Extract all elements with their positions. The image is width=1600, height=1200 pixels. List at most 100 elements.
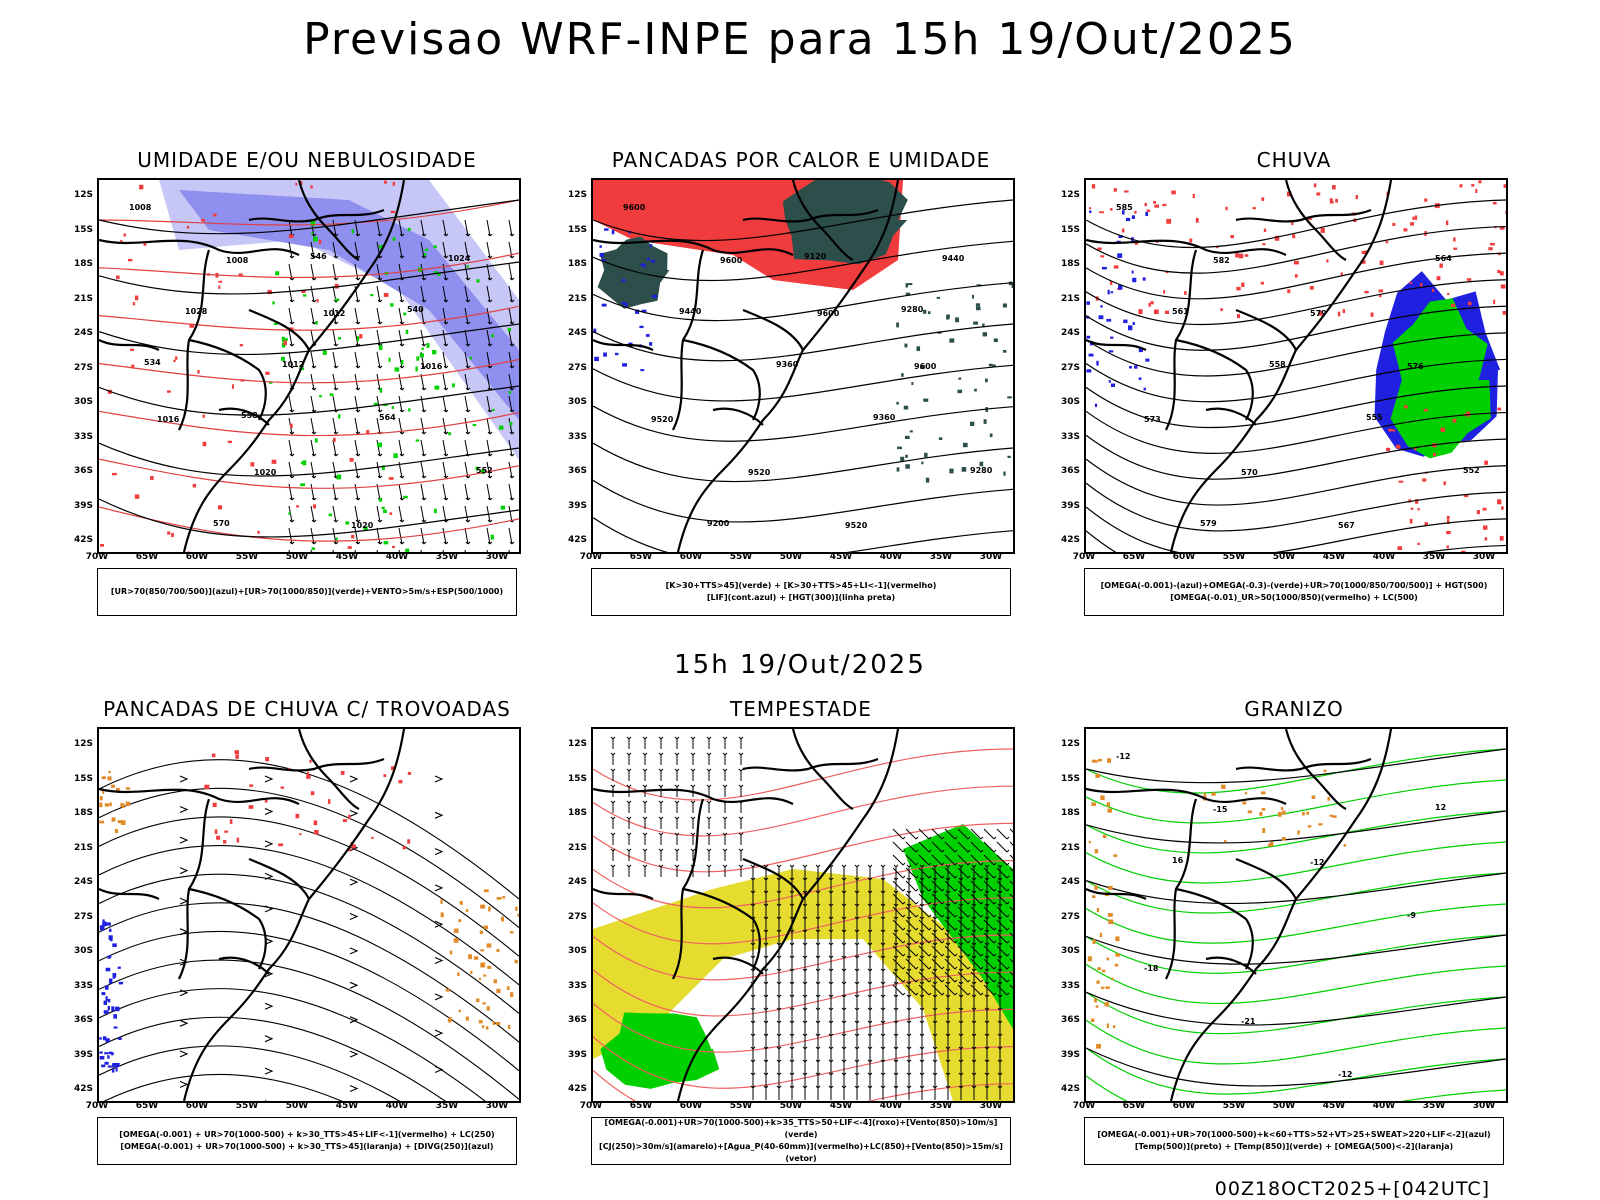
longitude-tick: 50W (779, 552, 803, 562)
legend-line: [LIF](cont.azul) + [HGT(300)](linha pret… (706, 593, 896, 602)
contour-label: 582 (1213, 256, 1230, 265)
latitude-tick: 24S (567, 328, 587, 338)
hgt300-contours (593, 199, 1013, 552)
latitude-tick: 18S (1060, 259, 1080, 269)
latitude-tick: 36S (567, 1015, 587, 1025)
latitude-tick: 12S (567, 739, 587, 749)
latitude-tick: 42S (1060, 535, 1080, 545)
contour-label: 555 (1366, 413, 1383, 422)
latitude-tick: 21S (73, 293, 93, 304)
divergence-marks (99, 919, 124, 1073)
latitude-tick: 42S (73, 1084, 93, 1094)
latitude-tick: 18S (567, 808, 587, 818)
wind850-vectors (892, 828, 1013, 996)
longitude-tick: 30W (979, 1101, 1003, 1111)
green-area (782, 180, 908, 265)
longitude-tick: 40W (879, 1101, 903, 1111)
longitude-tick: 40W (1372, 1101, 1396, 1111)
contour-label: 552 (1463, 466, 1480, 475)
latitude-tick: 39S (73, 1049, 93, 1060)
longitude-tick: 30W (1472, 1101, 1496, 1111)
longitude-tick: 35W (435, 1101, 459, 1111)
contour-label: 9440 (679, 307, 702, 316)
contour-label: 558 (1269, 360, 1286, 369)
latitude-tick: 12S (1060, 739, 1080, 749)
contour-label: 9520 (748, 468, 771, 477)
latitude-tick: 33S (73, 431, 93, 442)
latitude-tick: 36S (73, 466, 93, 476)
green-area (597, 236, 670, 309)
contour-label: 1020 (351, 521, 374, 530)
latitude-tick: 39S (567, 1049, 587, 1060)
hgt500-contours (1086, 199, 1506, 552)
legend-line: [OMEGA(-0.001)+UR>70(1000-500)+k>35_TTS>… (604, 1118, 998, 1139)
omega500-orange-marks (1087, 758, 1120, 1049)
contour-label: -21 (1241, 1017, 1256, 1026)
longitude-tick: 50W (1272, 1101, 1296, 1111)
contour-label: 12 (1435, 803, 1446, 812)
latitude-tick: 36S (1060, 1015, 1080, 1025)
contour-label: 534 (144, 358, 161, 367)
footer-run-stamp: 00Z18OCT2025+[042UTC] (1214, 1178, 1490, 1200)
contour-label: 579 (1200, 519, 1217, 528)
panel-legend: [K>30+TTS>45](verde) + [K>30+TTS>45+LI<-… (591, 568, 1011, 616)
latitude-tick: 33S (567, 980, 587, 991)
latitude-tick: 15S (1060, 773, 1080, 784)
latitude-tick: 39S (567, 500, 587, 511)
country-borders (1086, 729, 1393, 1101)
longitude-tick: 35W (929, 552, 953, 562)
latitude-tick: 33S (1060, 980, 1080, 991)
contour-label: 9280 (901, 305, 924, 314)
latitude-tick: 27S (73, 911, 93, 922)
latitude-tick: 18S (73, 259, 93, 269)
latitude-tick: 30S (73, 397, 93, 407)
contour-label: 573 (1144, 415, 1161, 424)
map-panel: 585 582 579 576 573 570 567 564 561 558 555 552 579 (1084, 178, 1508, 554)
contour-label: 540 (407, 305, 424, 314)
map-panel: -12 -15 -12 -9 -18 -21 -12 12 16 (1084, 727, 1508, 1103)
latitude-tick: 15S (1060, 224, 1080, 235)
contour-label: -12 (1116, 752, 1130, 761)
omega-green-area (1390, 298, 1491, 459)
contour-labels: 1008 1008 1012 1016 1016 1020 1020 1024 1028 1012… (129, 203, 493, 530)
latitude-tick: 21S (73, 842, 93, 853)
latitude-tick: 33S (1060, 431, 1080, 442)
map-canvas: 1008 1008 1012 1016 1016 1020 1020 1024 1028 1012… (99, 180, 519, 552)
longitude-tick: 55W (729, 552, 753, 562)
longitude-tick: 60W (185, 552, 209, 562)
latitude-tick: 24S (567, 877, 587, 887)
legend-line: [OMEGA(-0.001) + UR>70(1000-500) + k>30_… (120, 1142, 494, 1151)
longitude-tick: 35W (435, 552, 459, 562)
low-level-humidity (269, 220, 513, 552)
contour-label: 1008 (129, 203, 152, 212)
longitude-tick: 65W (1122, 552, 1146, 562)
contour-label: 9520 (651, 415, 674, 424)
longitude-tick: 65W (135, 1101, 159, 1111)
map-canvas: 585 582 579 576 573 570 567 564 561 558 555 552 579 (1086, 180, 1506, 552)
longitude-tick: 55W (235, 552, 259, 562)
contour-label: 585 (1116, 203, 1133, 212)
panel-title: PANCADAS DE CHUVA C/ TROVOADAS (103, 697, 511, 721)
longitude-tick: 45W (829, 1101, 853, 1111)
panel-legend: [OMEGA(-0.001)+UR>70(1000-500)+k<60+TTS>… (1084, 1117, 1504, 1165)
longitude-tick: 30W (485, 552, 509, 562)
longitude-tick: 35W (1422, 552, 1446, 562)
latitude-tick: 15S (73, 773, 93, 784)
contour-labels: 585 582 579 576 573 570 567 564 561 558 555 552 579 (1116, 203, 1480, 530)
middle-time-label: 15h 19/Out/2025 (674, 650, 926, 680)
contour-label: 1016 (420, 362, 443, 371)
legend-line: [Temp(500)](preto) + [Temp(850)](verde) … (1134, 1142, 1454, 1151)
contour-label: 1016 (157, 415, 180, 424)
legend-line: [OMEGA(-0.01)_UR>50(1000/850)(vermelho) … (1170, 593, 1418, 602)
contour-label: 552 (476, 466, 493, 475)
longitude-tick: 70W (85, 552, 109, 562)
wind850-vectors (750, 864, 1003, 1100)
longitude-tick: 60W (1172, 1101, 1196, 1111)
wind850-area (600, 1012, 720, 1089)
longitude-tick: 30W (485, 1101, 509, 1111)
latitude-tick: 36S (1060, 466, 1080, 476)
contour-label: 1020 (254, 468, 277, 477)
panel-title: GRANIZO (1244, 697, 1344, 721)
latitude-tick: 15S (73, 224, 93, 235)
latitude-tick: 21S (1060, 842, 1080, 853)
